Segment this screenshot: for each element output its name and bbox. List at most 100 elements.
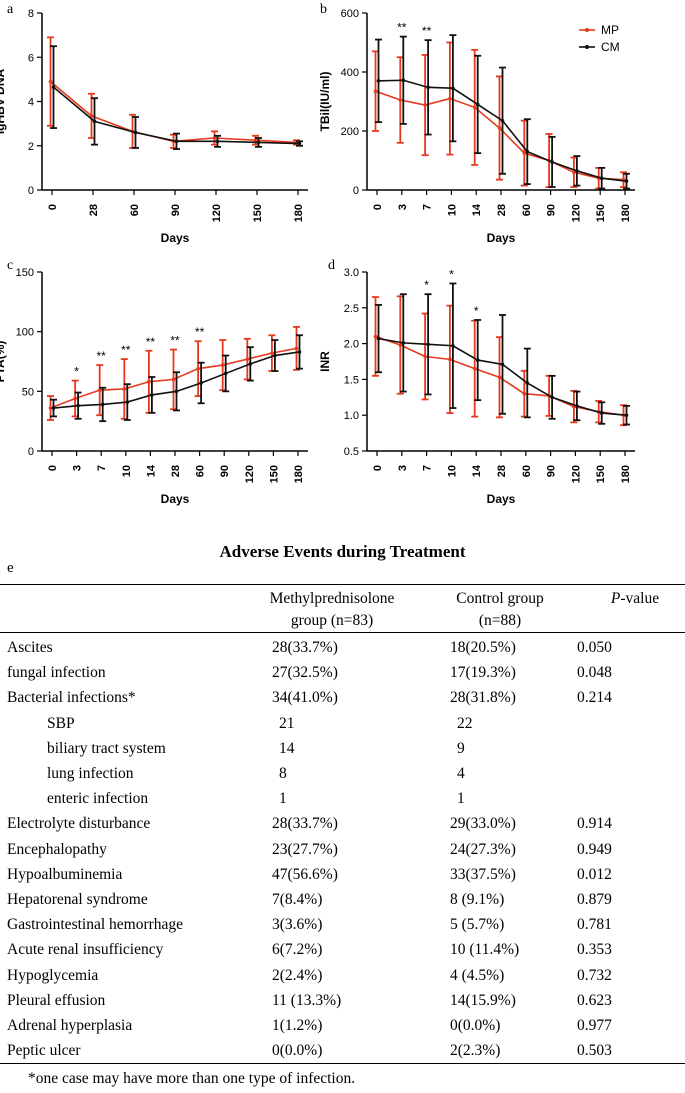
y-tick-label: 0.5 — [344, 446, 359, 458]
data-point-cm — [599, 176, 604, 180]
cell-control: 4 (4.5%) — [450, 966, 505, 984]
cell-methylprednisolone: 3(3.6%) — [272, 916, 323, 934]
data-point-mp — [572, 170, 576, 175]
data-point-cm — [223, 371, 228, 376]
y-tick-label: 200 — [341, 126, 359, 138]
data-point-mp — [48, 406, 53, 410]
cell-p-value: 0.949 — [577, 840, 612, 858]
significance-marker: * — [449, 267, 454, 281]
data-point-cm — [500, 118, 505, 123]
data-point-cm — [451, 343, 455, 348]
x-tick-label: 7 — [422, 465, 434, 471]
data-point-mp — [171, 377, 176, 382]
x-tick-label: 60 — [195, 465, 207, 477]
data-point-cm — [256, 140, 261, 145]
cell-control: 0(0.0%) — [450, 1017, 501, 1034]
y-tick-label: 2.5 — [344, 303, 359, 315]
cell-p-value: 0.503 — [577, 1042, 612, 1060]
cell-event: Hepatorenal syndrome — [7, 891, 148, 908]
table-row: Hepatorenal syndrome 7(8.4%) 8 (9.1%) 0.879 — [0, 887, 685, 912]
table-footnote: *one case may have more than one type of… — [28, 1070, 356, 1087]
cell-control: 18(20.5%) — [450, 639, 516, 656]
table-header-rule — [0, 632, 685, 633]
data-point-cm — [624, 179, 629, 183]
x-tick-label: 28 — [170, 465, 182, 477]
cell-event: Peptic ulcer — [7, 1042, 81, 1060]
y-tick-label: 2.0 — [344, 339, 359, 351]
data-point-cm — [76, 403, 80, 408]
y-tick-label: 600 — [341, 8, 359, 20]
cell-control: 8 (9.1%) — [450, 891, 505, 908]
cell-p-value: 0.353 — [577, 941, 612, 959]
data-point-mp — [89, 114, 94, 118]
data-point-cm — [248, 362, 253, 366]
cell-methylprednisolone: 23(27.7%) — [272, 840, 338, 858]
y-tick-label: 0 — [28, 185, 34, 197]
x-tick-label: 90 — [170, 204, 182, 216]
x-tick-label: 180 — [293, 465, 305, 483]
cell-control: 17(19.3%) — [450, 664, 516, 682]
data-point-cm — [451, 86, 455, 91]
data-point-mp — [522, 151, 527, 155]
data-point-cm — [199, 381, 203, 385]
table-row: Gastrointestinal hemorrhage 3(3.6%) 5 (5.7… — [0, 912, 685, 937]
data-point-cm — [401, 78, 406, 83]
cell-control: 5 (5.7%) — [450, 916, 505, 934]
significance-marker: ** — [397, 21, 407, 35]
table-row: Peptic ulcer 0(0.0%) 2(2.3%) 0.503 — [0, 1038, 685, 1063]
cell-event: lung infection — [47, 765, 134, 782]
column-header-control: Control group (n=88) — [456, 590, 544, 629]
data-point-mp — [122, 387, 127, 391]
x-tick-label: 7 — [96, 465, 108, 471]
cell-p-value: 0.623 — [577, 991, 612, 1009]
cell-p-value: 0.048 — [577, 664, 612, 682]
x-tick-label: 28 — [496, 204, 508, 216]
table-row: Acute renal insufficiency 6(7.2%) 10 (11.4… — [0, 937, 685, 962]
data-point-mp — [373, 89, 378, 93]
table-bottom-rule — [0, 1063, 685, 1064]
x-tick-label: 90 — [546, 204, 558, 216]
significance-marker: ** — [195, 325, 205, 339]
y-tick-label: 100 — [16, 327, 34, 339]
x-tick-label: 150 — [268, 465, 280, 483]
data-point-mp — [423, 354, 427, 359]
x-tick-label: 150 — [595, 204, 607, 222]
cell-control: 1 — [457, 790, 465, 808]
x-tick-label: 90 — [219, 465, 231, 477]
table-row: Hypoalbuminemia 47(56.6%) 33(37.5%) 0.012 — [0, 862, 685, 887]
cell-p-value: 0.781 — [577, 916, 612, 934]
y-tick-label: 150 — [16, 267, 34, 279]
significance-marker: * — [74, 365, 79, 379]
x-tick-label: 0 — [372, 465, 384, 471]
significance-marker: ** — [97, 349, 107, 363]
panel-label-e: e — [7, 560, 14, 576]
cell-event: biliary tract system — [47, 739, 166, 757]
cell-p-value: 0.214 — [577, 689, 612, 707]
data-point-cm — [500, 362, 505, 367]
data-point-cm — [92, 119, 97, 124]
chart-hbv-dna: 0 2 4 6 8 0 28 60 90 120 150 180 Days lgHBV DNA — [0, 8, 308, 245]
data-point-cm — [426, 85, 430, 90]
y-tick-label: 2 — [28, 141, 34, 153]
legend-marker-cm — [585, 45, 589, 49]
cell-methylprednisolone: 21 — [279, 714, 295, 732]
table-row: Electrolyte disturbance 28(33.7%) 29(33.0%… — [0, 811, 685, 836]
cell-event: Bacterial infections* — [7, 689, 136, 707]
data-point-cm — [133, 130, 138, 135]
data-point-cm — [401, 341, 406, 345]
cell-event: Gastrointestinal hemorrhage — [7, 916, 184, 934]
legend-label-mp: MP — [601, 23, 619, 37]
data-point-mp — [448, 357, 452, 362]
data-point-cm — [125, 400, 130, 404]
chart-inr: 0.5 1.0 1.5 2.0 2.5 3.0 0 3 7 10 14 28 60 90 120 150 180… — [318, 267, 635, 506]
x-tick-label: 60 — [129, 204, 141, 216]
table-row: Encephalopathy 23(27.7%) 24(27.3%) 0.949 — [0, 837, 685, 862]
cell-methylprednisolone: 8 — [279, 765, 287, 782]
x-tick-label: 10 — [121, 465, 133, 477]
cell-methylprednisolone: 0(0.0%) — [272, 1042, 323, 1060]
x-tick-label: 60 — [521, 204, 533, 216]
data-point-mp — [212, 136, 217, 140]
cell-p-value: 0.732 — [577, 966, 612, 984]
data-point-cm — [575, 169, 579, 173]
data-point-cm — [51, 85, 56, 89]
